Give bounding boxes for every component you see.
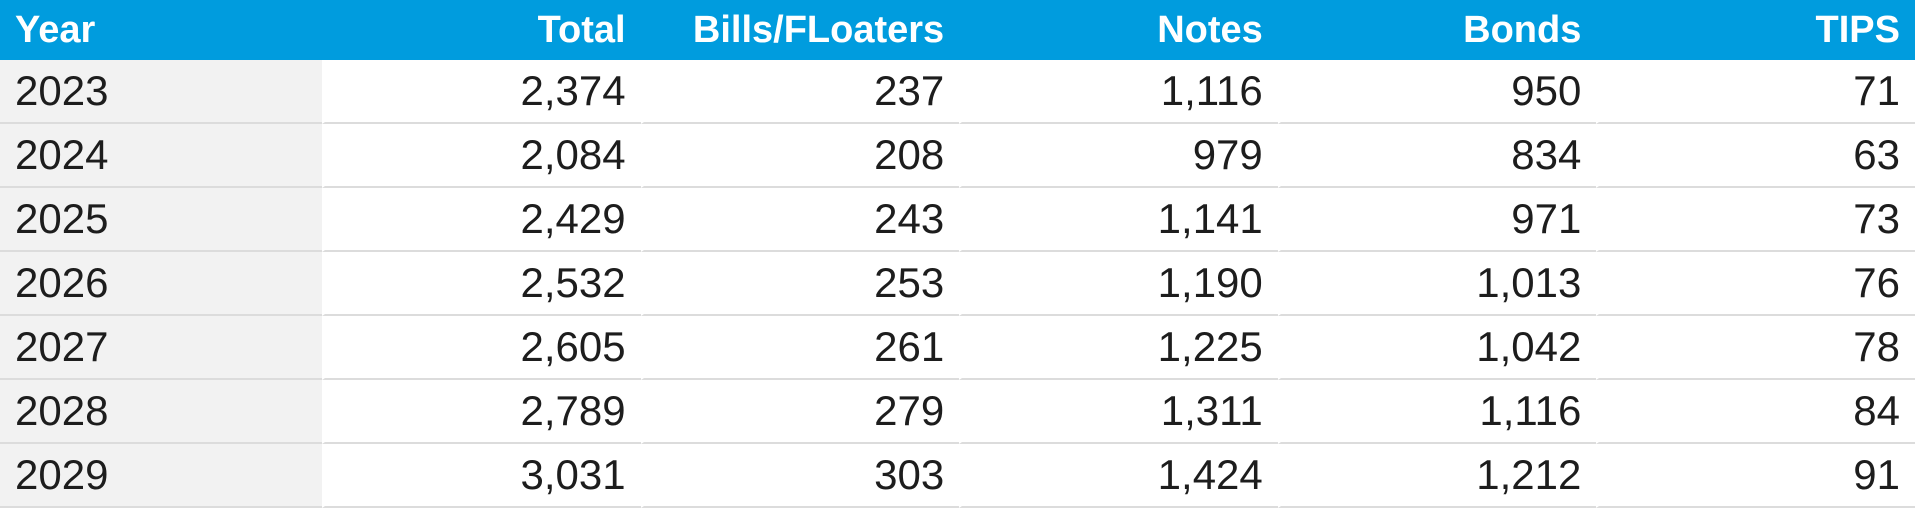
cell-year: 2028 <box>0 380 322 444</box>
cell-bills-floaters: 261 <box>640 316 960 380</box>
cell-year: 2026 <box>0 252 322 316</box>
column-header-notes: Notes <box>959 0 1278 60</box>
cell-notes: 1,311 <box>959 380 1278 444</box>
cell-bills-floaters: 253 <box>640 252 960 316</box>
table-body: 2023 2,374 237 1,116 950 71 2024 2,084 208 979 834… <box>0 60 1915 508</box>
cell-bonds: 1,013 <box>1277 252 1597 316</box>
column-header-year: Year <box>0 0 322 60</box>
cell-notes: 1,116 <box>959 60 1278 124</box>
cell-bonds: 950 <box>1277 60 1597 124</box>
header-row: Year Total Bills/FLoaters Notes Bonds TI… <box>0 0 1915 60</box>
cell-notes: 1,190 <box>959 252 1278 316</box>
cell-total: 3,031 <box>322 444 641 508</box>
cell-notes: 1,141 <box>959 188 1278 252</box>
cell-bonds: 971 <box>1277 188 1597 252</box>
column-header-bonds: Bonds <box>1277 0 1597 60</box>
column-header-total: Total <box>322 0 641 60</box>
table-row: 2027 2,605 261 1,225 1,042 78 <box>0 316 1915 380</box>
table-header: Year Total Bills/FLoaters Notes Bonds TI… <box>0 0 1915 60</box>
cell-tips: 76 <box>1596 252 1915 316</box>
cell-year: 2029 <box>0 444 322 508</box>
cell-bills-floaters: 243 <box>640 188 960 252</box>
table-row: 2023 2,374 237 1,116 950 71 <box>0 60 1915 124</box>
cell-bills-floaters: 208 <box>640 124 960 188</box>
cell-tips: 91 <box>1596 444 1915 508</box>
cell-tips: 73 <box>1596 188 1915 252</box>
cell-total: 2,429 <box>322 188 641 252</box>
cell-bonds: 1,116 <box>1277 380 1597 444</box>
cell-year: 2025 <box>0 188 322 252</box>
cell-total: 2,374 <box>322 60 641 124</box>
cell-total: 2,084 <box>322 124 641 188</box>
cell-notes: 1,424 <box>959 444 1278 508</box>
table-row: 2026 2,532 253 1,190 1,013 76 <box>0 252 1915 316</box>
cell-bonds: 834 <box>1277 124 1597 188</box>
column-header-tips: TIPS <box>1596 0 1915 60</box>
cell-tips: 84 <box>1596 380 1915 444</box>
cell-year: 2027 <box>0 316 322 380</box>
table-row: 2025 2,429 243 1,141 971 73 <box>0 188 1915 252</box>
cell-notes: 979 <box>959 124 1278 188</box>
cell-total: 2,789 <box>322 380 641 444</box>
table-row: 2029 3,031 303 1,424 1,212 91 <box>0 444 1915 508</box>
cell-bonds: 1,212 <box>1277 444 1597 508</box>
cell-total: 2,532 <box>322 252 641 316</box>
cell-tips: 63 <box>1596 124 1915 188</box>
table-row: 2024 2,084 208 979 834 63 <box>0 124 1915 188</box>
cell-tips: 78 <box>1596 316 1915 380</box>
column-header-bills-floaters: Bills/FLoaters <box>640 0 960 60</box>
cell-bills-floaters: 279 <box>640 380 960 444</box>
cell-year: 2023 <box>0 60 322 124</box>
cell-bills-floaters: 303 <box>640 444 960 508</box>
cell-notes: 1,225 <box>959 316 1278 380</box>
cell-bonds: 1,042 <box>1277 316 1597 380</box>
cell-bills-floaters: 237 <box>640 60 960 124</box>
cell-year: 2024 <box>0 124 322 188</box>
cell-tips: 71 <box>1596 60 1915 124</box>
cell-total: 2,605 <box>322 316 641 380</box>
table-row: 2028 2,789 279 1,311 1,116 84 <box>0 380 1915 444</box>
